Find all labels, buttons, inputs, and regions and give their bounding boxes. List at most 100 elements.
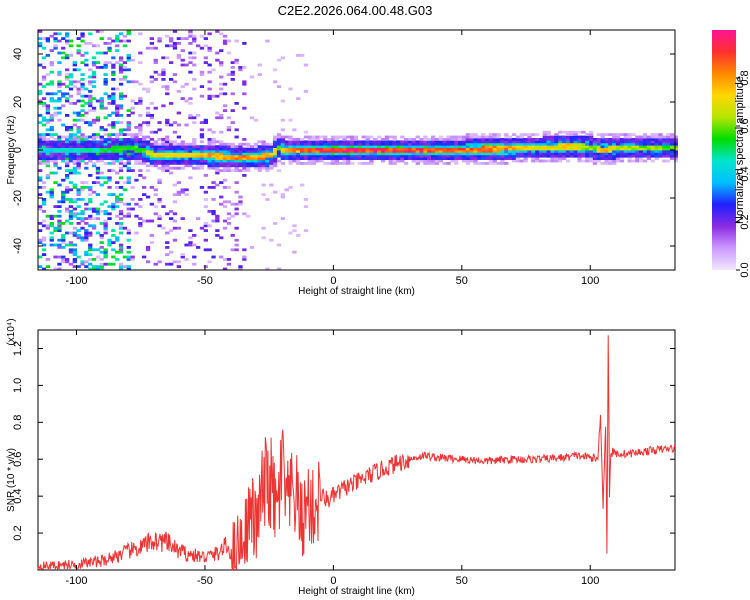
heatmap-cell bbox=[45, 152, 50, 156]
heatmap-cell bbox=[118, 176, 124, 180]
heatmap-cell bbox=[130, 169, 135, 172]
heatmap-cell bbox=[226, 39, 232, 43]
heatmap-cell bbox=[639, 159, 644, 163]
heatmap-cell bbox=[654, 138, 659, 141]
heatmap-cell bbox=[53, 152, 58, 156]
heatmap-cell bbox=[276, 147, 282, 151]
heatmap-cell bbox=[76, 142, 81, 146]
heatmap-cell bbox=[199, 34, 205, 38]
heatmap-cell bbox=[184, 188, 189, 192]
heatmap-cell bbox=[300, 147, 305, 151]
heatmap-cell bbox=[38, 178, 43, 182]
heatmap-cell bbox=[350, 135, 355, 139]
heatmap-cell bbox=[65, 54, 70, 57]
heatmap-cell bbox=[577, 140, 582, 144]
heatmap-cell bbox=[88, 186, 93, 189]
heatmap-cell bbox=[269, 162, 274, 165]
heatmap-cell bbox=[377, 142, 382, 146]
heatmap-cell bbox=[484, 142, 490, 146]
heatmap-cell bbox=[288, 231, 293, 235]
heatmap-cell bbox=[504, 162, 509, 165]
heatmap-cell bbox=[438, 147, 443, 151]
heatmap-cell bbox=[226, 169, 232, 172]
heatmap-cell bbox=[589, 138, 594, 141]
heatmap-cell bbox=[84, 157, 89, 160]
heatmap-cell bbox=[330, 135, 336, 139]
heatmap-cell bbox=[238, 68, 243, 72]
heatmap-cell bbox=[242, 80, 247, 84]
heatmap-cell bbox=[126, 229, 131, 232]
heatmap-cell bbox=[492, 133, 497, 136]
heatmap-cell bbox=[211, 138, 216, 141]
heatmap-cell bbox=[311, 150, 316, 153]
heatmap-cell bbox=[126, 147, 131, 151]
heatmap-cell bbox=[427, 140, 432, 144]
heatmap-cell bbox=[488, 154, 494, 158]
heatmap-cell bbox=[608, 154, 613, 158]
heatmap-cell bbox=[554, 147, 559, 151]
heatmap-cell bbox=[126, 178, 131, 182]
heatmap-cell bbox=[369, 152, 374, 156]
heatmap-cell bbox=[38, 147, 43, 151]
heatmap-cell bbox=[461, 150, 467, 153]
heatmap-cell bbox=[550, 147, 555, 151]
heatmap-cell bbox=[118, 140, 124, 144]
heatmap-cell bbox=[292, 152, 297, 156]
heatmap-cell bbox=[323, 154, 328, 158]
heatmap-cell bbox=[169, 102, 174, 105]
heatmap-cell bbox=[511, 145, 517, 148]
heatmap-cell bbox=[65, 68, 70, 72]
heatmap-cell bbox=[130, 133, 135, 136]
heatmap-cell bbox=[91, 157, 97, 160]
heatmap-cell bbox=[454, 142, 459, 146]
heatmap-cell bbox=[215, 51, 220, 55]
heatmap-cell bbox=[99, 236, 104, 240]
heatmap-cell bbox=[65, 169, 70, 172]
heatmap-cell bbox=[242, 212, 247, 216]
heatmap-cell bbox=[161, 70, 166, 74]
heatmap-cell bbox=[492, 162, 497, 165]
heatmap-cell bbox=[203, 154, 208, 158]
heatmap-cell bbox=[577, 150, 582, 153]
heatmap-cell bbox=[165, 135, 170, 139]
heatmap-cell bbox=[41, 253, 47, 256]
heatmap-cell bbox=[215, 154, 220, 158]
heatmap-cell bbox=[230, 61, 235, 64]
heatmap-cell bbox=[265, 159, 270, 163]
heatmap-cell bbox=[107, 162, 112, 165]
heatmap-cell bbox=[646, 152, 651, 156]
heatmap-cell bbox=[192, 159, 197, 163]
heatmap-cell bbox=[57, 157, 62, 160]
heatmap-cell bbox=[68, 159, 74, 163]
heatmap-cell bbox=[612, 159, 617, 163]
heatmap-cell bbox=[88, 243, 93, 247]
heatmap-cell bbox=[365, 157, 370, 160]
heatmap-cell bbox=[219, 87, 224, 91]
heatmap-cell bbox=[118, 159, 124, 163]
heatmap-cell bbox=[99, 30, 104, 33]
heatmap-cell bbox=[323, 162, 328, 165]
heatmap-cell bbox=[558, 130, 563, 134]
heatmap-cell bbox=[138, 152, 143, 156]
heatmap-cell bbox=[165, 142, 170, 146]
heatmap-cell bbox=[192, 87, 197, 91]
heatmap-cell bbox=[115, 104, 120, 108]
heatmap-cell bbox=[134, 140, 139, 144]
heatmap-cell bbox=[284, 188, 289, 192]
heatmap-cell bbox=[319, 152, 324, 156]
heatmap-cell bbox=[662, 150, 667, 153]
heatmap-cell bbox=[196, 166, 201, 170]
heatmap-cell bbox=[61, 145, 66, 148]
heatmap-cell bbox=[473, 152, 478, 156]
heatmap-cell bbox=[222, 157, 228, 160]
heatmap-cell bbox=[111, 234, 116, 237]
heatmap-cell bbox=[118, 154, 124, 158]
heatmap-cell bbox=[45, 133, 50, 136]
heatmap-cell bbox=[261, 166, 266, 170]
heatmap-cell bbox=[153, 61, 158, 64]
heatmap-cell bbox=[115, 205, 120, 208]
heatmap-cell bbox=[95, 248, 101, 252]
heatmap-cell bbox=[434, 154, 440, 158]
heatmap-cell bbox=[596, 154, 601, 158]
heatmap-cell bbox=[342, 150, 347, 153]
